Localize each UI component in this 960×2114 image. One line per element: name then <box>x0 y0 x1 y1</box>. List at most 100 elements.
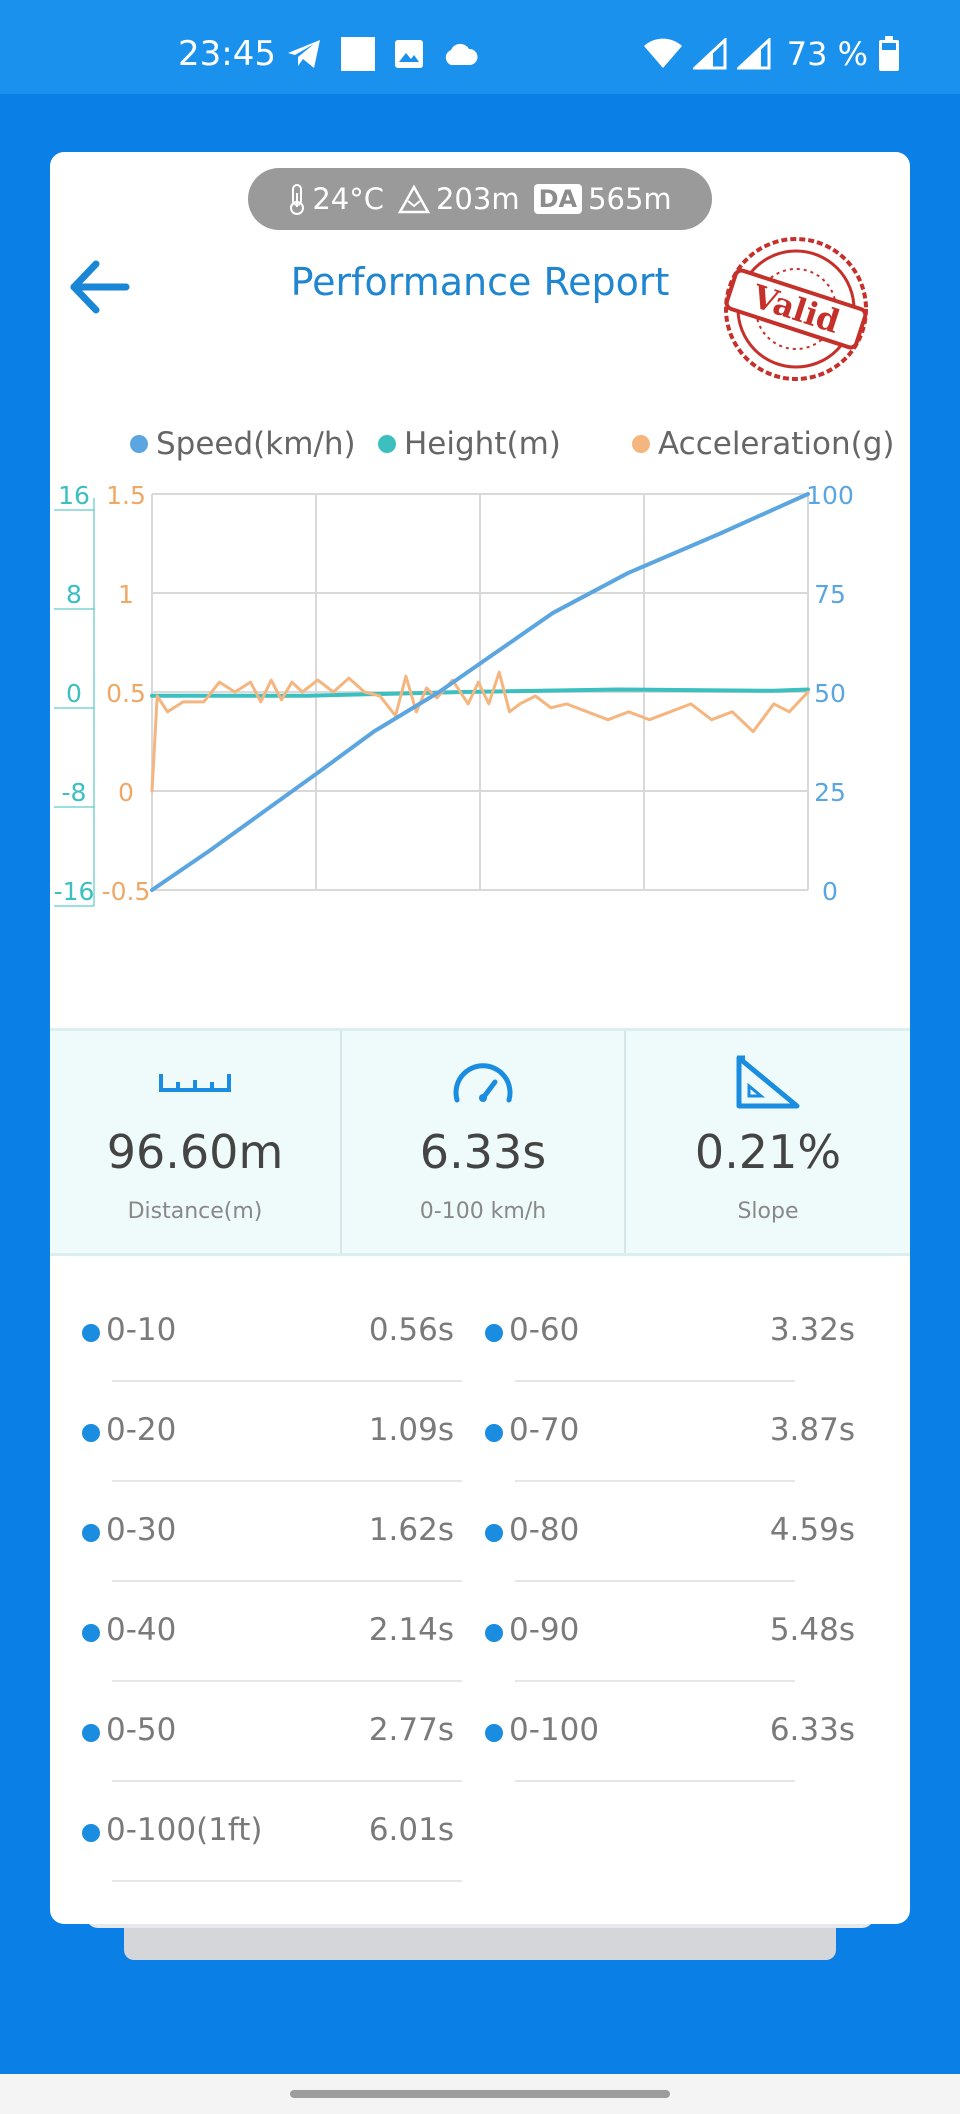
height-tick-label: 16 <box>58 482 90 510</box>
split-row: 0-90 5.48s <box>485 1582 855 1682</box>
telegram-icon <box>288 40 320 68</box>
image-icon <box>395 40 423 68</box>
split-time: 3.32s <box>769 1312 855 1348</box>
split-row: 0-100 6.33s <box>485 1682 855 1782</box>
split-row: 0-20 1.09s <box>82 1382 462 1482</box>
split-bullet <box>82 1624 100 1642</box>
split-row: 0-100(1ft) 6.01s <box>82 1782 462 1882</box>
legend-acceleration-label: Acceleration(g) <box>658 426 895 462</box>
speed-tick-label: 100 <box>806 482 854 510</box>
split-time: 6.01s <box>368 1812 454 1848</box>
legend-speed-label: Speed(km/h) <box>156 426 356 462</box>
split-bullet <box>485 1424 503 1442</box>
split-range: 0-40 <box>106 1612 177 1648</box>
temperature-value: 24°C <box>312 182 384 216</box>
split-time: 2.14s <box>368 1612 454 1648</box>
speed-tick-label: 25 <box>814 778 846 807</box>
legend-speed: Speed(km/h) <box>130 426 356 462</box>
navigation-bar <box>0 2074 960 2114</box>
accel-tick-label: 0.5 <box>106 679 146 708</box>
split-row: 0-40 2.14s <box>82 1582 462 1682</box>
split-time: 6.33s <box>769 1712 855 1748</box>
height-series-line <box>150 687 810 698</box>
stat-distance: 96.60m Distance(m) <box>50 1031 340 1253</box>
altitude-value: 203m <box>435 182 520 216</box>
split-range: 0-60 <box>509 1312 580 1348</box>
signal-icon-2 <box>736 38 771 70</box>
split-range: 0-70 <box>509 1412 580 1448</box>
status-bar: 23:45 73 % <box>0 0 960 94</box>
cloud-icon <box>445 43 478 65</box>
acceleration-series-line <box>150 670 810 793</box>
speed-tick-label: 75 <box>814 580 846 609</box>
back-arrow-icon[interactable] <box>66 252 136 322</box>
report-card: 24°C 203m DA 565m Performance Report Val… <box>50 152 910 1924</box>
split-time: 1.09s <box>368 1412 454 1448</box>
thermometer-icon <box>290 184 305 215</box>
split-bullet <box>82 1824 100 1842</box>
split-bullet <box>485 1324 503 1342</box>
legend-acceleration: Acceleration(g) <box>632 426 895 462</box>
split-divider <box>515 1380 795 1382</box>
split-divider <box>112 1580 462 1582</box>
signal-icon <box>692 38 727 70</box>
height-tick-label: -16 <box>54 877 95 906</box>
notification-icons <box>286 34 478 74</box>
split-range: 0-10 <box>106 1312 177 1348</box>
split-divider <box>515 1780 795 1782</box>
split-bullet <box>82 1324 100 1342</box>
split-range: 0-50 <box>106 1712 177 1748</box>
density-altitude-value: 565m <box>588 182 672 216</box>
conditions-pill: 24°C 203m DA 565m <box>248 168 712 230</box>
legend-acceleration-dot <box>632 435 650 453</box>
height-tick-label: 8 <box>66 580 82 609</box>
split-bullet <box>82 1424 100 1442</box>
time-value: 6.33s <box>419 1125 547 1179</box>
split-row: 0-30 1.62s <box>82 1482 462 1582</box>
chart-legend: Speed(km/h) Height(m) Acceleration(g) <box>78 426 898 476</box>
split-range: 0-100 <box>509 1712 600 1748</box>
accel-tick-label: 1.5 <box>106 482 146 510</box>
distance-value: 96.60m <box>106 1125 284 1179</box>
accel-tick-label: 0 <box>118 778 134 807</box>
split-divider <box>112 1380 462 1382</box>
time-label: 0-100 km/h <box>419 1199 547 1224</box>
distance-label: Distance(m) <box>127 1199 263 1224</box>
split-row: 0-50 2.77s <box>82 1682 462 1782</box>
split-divider <box>515 1680 795 1682</box>
height-tick-label: 0 <box>66 679 82 708</box>
square-icon <box>341 37 375 71</box>
split-time: 3.87s <box>769 1412 855 1448</box>
stat-time: 6.33s 0-100 km/h <box>340 1031 624 1253</box>
split-range: 0-20 <box>106 1412 177 1448</box>
accel-tick-label: 1 <box>118 580 134 609</box>
legend-height: Height(m) <box>378 426 561 462</box>
slope-label: Slope <box>737 1199 799 1224</box>
speed-tick-label: 50 <box>814 679 846 708</box>
split-divider <box>515 1480 795 1482</box>
wifi-icon <box>643 38 682 68</box>
status-time: 23:45 <box>178 34 276 74</box>
split-range: 0-100(1ft) <box>106 1812 263 1848</box>
split-bullet <box>82 1724 100 1742</box>
split-time: 2.77s <box>368 1712 454 1748</box>
split-row: 0-80 4.59s <box>485 1482 855 1582</box>
split-bullet <box>485 1724 503 1742</box>
split-row: 0-70 3.87s <box>485 1382 855 1482</box>
performance-chart: 16 8 0 -8 -16 1.5 1 0.5 0 -0.5 100 75 50 25 0 <box>54 482 854 907</box>
split-bullet <box>485 1524 503 1542</box>
mountain-icon <box>397 184 430 214</box>
speed-series-line <box>150 492 810 892</box>
speed-tick-label: 0 <box>822 877 838 906</box>
split-divider <box>112 1880 462 1882</box>
accel-tick-label: -0.5 <box>102 877 151 906</box>
legend-height-label: Height(m) <box>404 426 561 462</box>
gesture-handle[interactable] <box>290 2090 670 2098</box>
da-badge: DA <box>533 184 583 214</box>
slope-value: 0.21% <box>694 1125 842 1179</box>
split-time: 4.59s <box>769 1512 855 1548</box>
split-range: 0-90 <box>509 1612 580 1648</box>
split-row: 0-10 0.56s <box>82 1282 462 1382</box>
split-time: 5.48s <box>769 1612 855 1648</box>
split-bullet <box>82 1524 100 1542</box>
